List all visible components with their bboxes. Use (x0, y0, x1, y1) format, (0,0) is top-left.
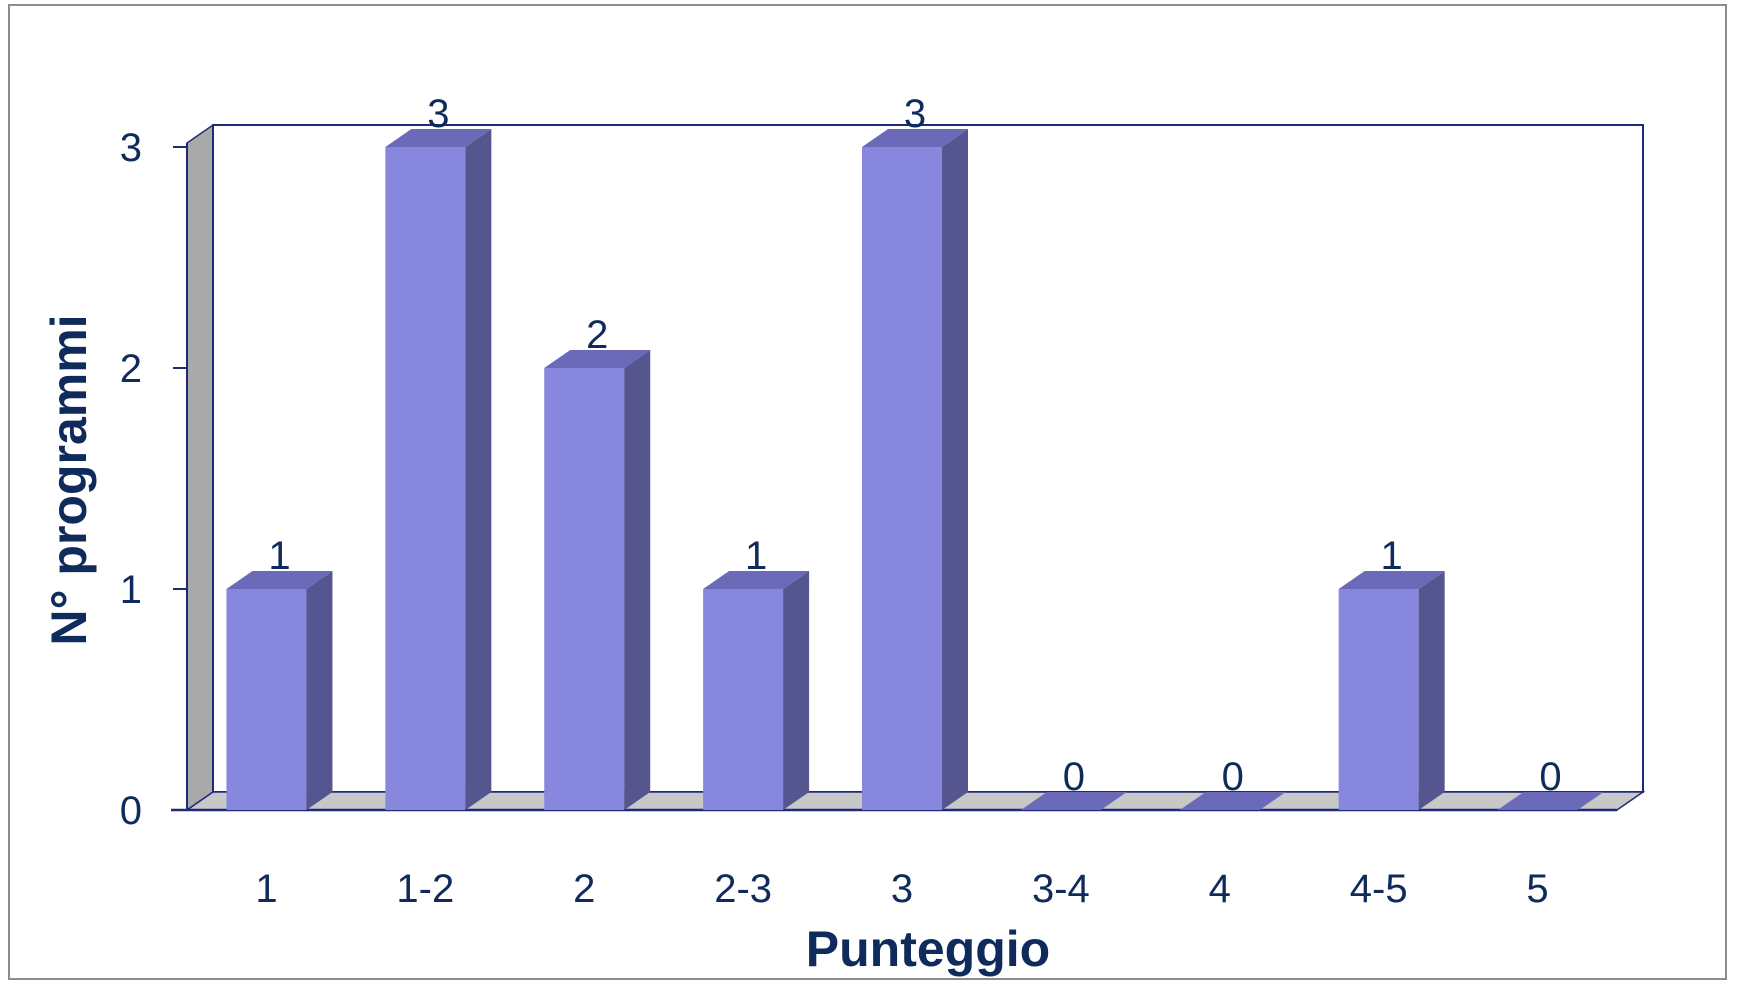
bar (1338, 571, 1445, 810)
bar-top (226, 571, 333, 589)
labels-group: 0 1 2 3 1 1 3 1-2 2 2 1 2-3 3 3 0 3-4 0 4 1 4-5 0 5 (120, 92, 1562, 911)
data-label: 2 (586, 313, 608, 357)
bar-front (703, 589, 784, 810)
bar-top (1179, 792, 1286, 810)
data-label: 0 (1539, 755, 1561, 799)
bar (544, 350, 651, 810)
bar-top (703, 571, 810, 589)
bar-front (385, 147, 466, 810)
bar-side (1418, 571, 1445, 810)
x-tick-label: 1 (255, 867, 277, 911)
bar (703, 571, 810, 810)
bar-side (465, 129, 492, 810)
bar-side (306, 571, 333, 810)
y-tick-label: 0 (120, 789, 142, 833)
data-label: 3 (904, 92, 926, 136)
y-axis-title: N° programmi (41, 314, 97, 645)
data-label: 1 (745, 534, 767, 578)
bar-top (862, 129, 968, 147)
bar-top (1338, 571, 1445, 589)
x-tick-label: 3 (891, 867, 913, 911)
x-tick-label: 4-5 (1350, 867, 1408, 911)
bar (1497, 792, 1604, 810)
bar-front (1338, 589, 1419, 810)
y-tick-label: 3 (120, 126, 142, 170)
bar (385, 129, 492, 810)
bars-group (226, 129, 1604, 810)
bar (226, 571, 333, 810)
bar-top (544, 350, 651, 368)
data-label: 0 (1063, 755, 1085, 799)
bar-top (385, 129, 492, 147)
x-tick-label: 4 (1209, 867, 1231, 911)
bar (1179, 792, 1286, 810)
y-tick-label: 1 (120, 568, 142, 612)
x-tick-label: 2-3 (714, 867, 772, 911)
bar-top (1020, 792, 1127, 810)
bar (1020, 792, 1127, 810)
x-tick-label: 1-2 (396, 867, 454, 911)
bar-front (226, 589, 307, 810)
data-label: 1 (268, 534, 290, 578)
left-wall (186, 123, 214, 812)
x-tick-label: 5 (1526, 867, 1548, 911)
x-tick-label: 3-4 (1032, 867, 1090, 911)
data-label: 1 (1381, 534, 1403, 578)
x-tick-label: 2 (573, 867, 595, 911)
bar-front (862, 147, 942, 810)
bar-side (783, 571, 810, 810)
bar-top (1497, 792, 1604, 810)
bar-side (624, 350, 651, 810)
y-tick-label: 2 (120, 347, 142, 391)
data-label: 3 (427, 92, 449, 136)
bar-front (544, 368, 625, 810)
x-axis-title: Punteggio (806, 921, 1050, 977)
bar (862, 129, 968, 810)
data-label: 0 (1222, 755, 1244, 799)
bar-side (942, 129, 968, 810)
